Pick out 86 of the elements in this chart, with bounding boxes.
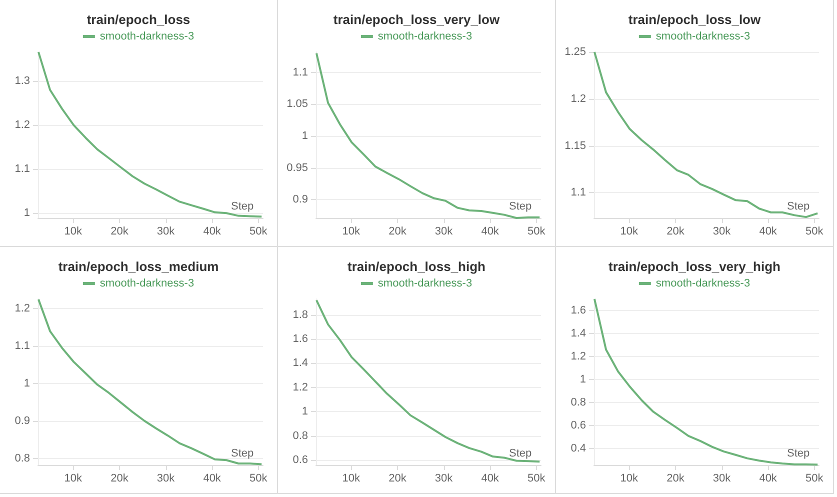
- chart-title: train/epoch_loss_very_high: [608, 259, 781, 274]
- y-tick-label: 1.25: [564, 46, 586, 58]
- x-tick-label: 50k: [527, 472, 546, 484]
- line-series: [37, 51, 263, 218]
- x-tick-label: 20k: [666, 472, 685, 484]
- y-tick-label: 1.1: [570, 186, 586, 199]
- x-axis-title: Step: [787, 200, 810, 212]
- legend-label: smooth-darkness-3: [100, 278, 194, 290]
- x-tick-label: 10k: [64, 226, 83, 238]
- x-tick-label: 10k: [342, 472, 361, 484]
- y-tick-label: 1.4: [570, 328, 586, 340]
- y-tick-label: 0.6: [292, 454, 308, 466]
- line-series: [315, 299, 541, 463]
- x-tick-label: 20k: [388, 472, 407, 484]
- legend-label: smooth-darkness-3: [656, 278, 750, 290]
- y-tick-label: 0.8: [570, 396, 586, 409]
- chart-title: train/epoch_loss_low: [628, 12, 762, 27]
- y-tick-label: 1: [24, 207, 30, 220]
- y-tick-label: 1.3: [14, 75, 30, 88]
- x-tick-label: 50k: [249, 226, 268, 238]
- x-tick-label: 10k: [342, 226, 361, 238]
- y-tick-label: 1.1: [292, 66, 308, 78]
- y-tick-label: 0.6: [570, 420, 586, 432]
- y-tick-label: 1.1: [14, 340, 30, 352]
- y-tick-label: 1.05: [286, 98, 308, 110]
- x-tick-label: 20k: [110, 226, 129, 238]
- line-series: [593, 51, 819, 218]
- x-tick-label: 40k: [759, 472, 778, 484]
- x-axis-title: Step: [787, 448, 810, 460]
- legend-label: smooth-darkness-3: [656, 30, 750, 42]
- x-tick-label: 20k: [110, 472, 129, 484]
- x-tick-label: 50k: [249, 472, 268, 484]
- x-tick-label: 50k: [805, 226, 824, 238]
- x-tick-label: 40k: [759, 226, 778, 238]
- y-tick-label: 1.2: [14, 119, 30, 132]
- y-tick-label: 1.2: [14, 302, 30, 315]
- y-tick-label: 0.8: [14, 452, 30, 464]
- y-tick-label: 0.4: [570, 442, 586, 455]
- y-tick-label: 1.2: [292, 381, 308, 394]
- x-tick-label: 10k: [620, 472, 639, 484]
- x-tick-label: 10k: [620, 226, 639, 238]
- line-series: [315, 52, 541, 219]
- chart-title: train/epoch_loss_medium: [58, 259, 219, 274]
- y-tick-label: 1.6: [570, 304, 586, 317]
- x-tick-label: 30k: [434, 472, 454, 484]
- y-tick-label: 0.9: [292, 194, 308, 206]
- chart-title: train/epoch_loss_very_low: [333, 12, 500, 27]
- x-axis-title: Step: [231, 200, 254, 212]
- y-tick-label: 1.1: [14, 163, 30, 176]
- y-tick-label: 1.6: [292, 332, 308, 345]
- x-tick-label: 50k: [805, 472, 824, 484]
- x-tick-label: 50k: [527, 226, 546, 238]
- y-tick-label: 0.95: [286, 162, 308, 174]
- chart-title: train/epoch_loss: [86, 12, 190, 27]
- y-tick-label: 1.4: [292, 357, 308, 370]
- x-tick-label: 30k: [712, 226, 732, 238]
- y-tick-label: 1: [24, 377, 30, 390]
- x-tick-label: 10k: [64, 472, 83, 484]
- y-tick-label: 1.2: [570, 92, 586, 105]
- x-tick-label: 30k: [712, 472, 732, 484]
- x-tick-label: 30k: [156, 226, 176, 238]
- legend-label: smooth-darkness-3: [378, 278, 472, 290]
- x-tick-label: 40k: [481, 472, 500, 484]
- legend-label: smooth-darkness-3: [378, 30, 472, 42]
- x-tick-label: 30k: [434, 226, 454, 238]
- y-tick-label: 1: [302, 130, 308, 142]
- y-tick-label: 1.2: [570, 350, 586, 363]
- chart-title: train/epoch_loss_high: [348, 259, 486, 274]
- x-tick-label: 40k: [203, 226, 222, 238]
- x-axis-title: Step: [509, 448, 532, 460]
- y-tick-label: 1.8: [292, 308, 308, 321]
- y-tick-label: 1: [302, 406, 308, 418]
- y-tick-label: 1.15: [564, 140, 586, 152]
- x-axis-title: Step: [509, 200, 532, 212]
- x-tick-label: 40k: [203, 472, 222, 484]
- y-tick-label: 0.9: [14, 414, 30, 427]
- x-tick-label: 20k: [666, 226, 685, 238]
- line-series: [37, 298, 263, 466]
- x-tick-label: 30k: [156, 472, 176, 484]
- y-tick-label: 0.8: [292, 430, 308, 442]
- x-axis-title: Step: [231, 448, 254, 460]
- y-tick-label: 1: [580, 374, 586, 386]
- line-series: [593, 298, 819, 466]
- x-tick-label: 20k: [388, 226, 407, 238]
- x-tick-label: 40k: [481, 226, 500, 238]
- legend-label: smooth-darkness-3: [100, 30, 194, 42]
